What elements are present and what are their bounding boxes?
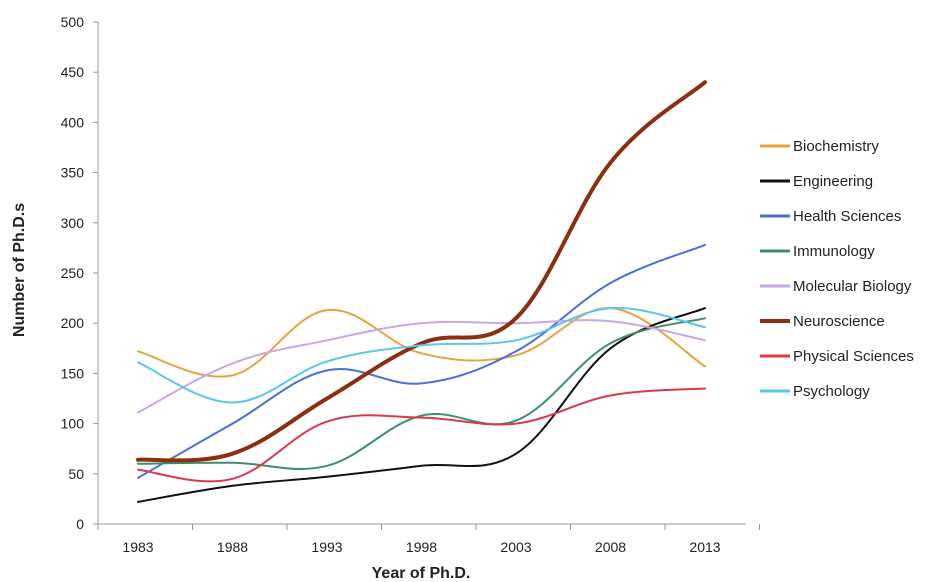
y-tick-label: 50	[68, 466, 84, 482]
x-tick-label: 1998	[406, 539, 437, 555]
legend-label-psychology: Psychology	[793, 383, 870, 400]
x-axis-title: Year of Ph.D.	[372, 565, 471, 582]
legend-label-health-sciences: Health Sciences	[793, 208, 901, 225]
y-tick-label: 400	[61, 114, 85, 130]
y-tick-label: 250	[61, 265, 85, 281]
series-lines	[136, 80, 707, 503]
y-tick-label: 0	[76, 516, 84, 532]
legend-label-biochemistry: Biochemistry	[793, 138, 879, 155]
x-tick-label: 2008	[595, 539, 626, 555]
y-tick-label: 300	[61, 215, 85, 231]
x-tick-label: 2003	[500, 539, 531, 555]
legend-label-neuroscience: Neuroscience	[793, 313, 885, 330]
y-tick-label: 200	[61, 315, 85, 331]
series-line-engineering	[137, 307, 706, 503]
y-tick-label: 150	[61, 365, 85, 381]
series-line-psychology	[137, 306, 706, 404]
legend-label-engineering: Engineering	[793, 173, 873, 190]
series-line-immunology	[137, 317, 706, 470]
x-tick-label: 1993	[311, 539, 342, 555]
legend-label-physical-sciences: Physical Sciences	[793, 348, 914, 365]
legend-label-molecular-biology: Molecular Biology	[793, 278, 912, 295]
y-tick-label: 100	[61, 416, 85, 432]
x-tick-label: 1988	[217, 539, 248, 555]
legend: Biochemistry Engineering Health Sciences Im…	[760, 138, 914, 400]
x-tick-label: 1983	[122, 539, 153, 555]
series-line-neuroscience	[136, 80, 707, 463]
y-tick-label: 500	[61, 14, 85, 30]
legend-label-immunology: Immunology	[793, 243, 875, 260]
series-line-health-sciences	[137, 243, 706, 479]
series-line-physical-sciences	[137, 387, 706, 483]
series-line-molecular-biology	[137, 319, 706, 414]
y-tick-label: 450	[61, 64, 85, 80]
y-axis-title: Number of Ph.D.s	[11, 203, 28, 337]
y-tick-label: 350	[61, 165, 85, 181]
axes: 0 50 100 150 200 250 300 350 400 450 500 1983 1988 19…	[61, 14, 760, 555]
x-tick-label: 2013	[689, 539, 720, 555]
